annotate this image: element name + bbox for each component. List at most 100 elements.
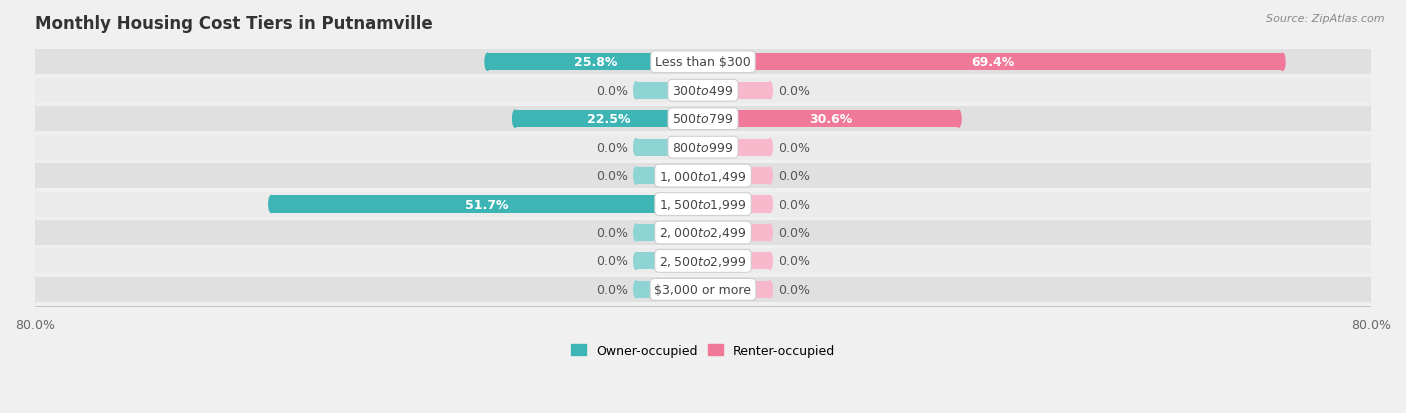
Bar [35,249,1371,274]
Text: 51.7%: 51.7% [465,198,509,211]
Circle shape [634,168,638,185]
Circle shape [768,83,772,100]
Bar [515,111,703,128]
Bar [35,135,1371,160]
Circle shape [768,168,772,185]
Circle shape [1367,164,1375,189]
Circle shape [700,224,706,242]
Bar [636,168,703,185]
Circle shape [31,249,39,274]
Text: 0.0%: 0.0% [778,198,810,211]
Circle shape [768,139,772,156]
Text: 0.0%: 0.0% [596,255,628,268]
Circle shape [1367,107,1375,132]
Bar [636,281,703,298]
Circle shape [31,107,39,132]
Circle shape [1367,249,1375,274]
Circle shape [1279,54,1285,71]
Circle shape [700,281,706,298]
Bar [35,78,1371,104]
Bar [35,107,1371,132]
Bar [703,281,770,298]
Bar [636,224,703,242]
Circle shape [700,196,706,213]
Circle shape [513,111,517,128]
Text: 0.0%: 0.0% [778,226,810,240]
Circle shape [768,281,772,298]
Bar [35,221,1371,245]
Circle shape [31,135,39,160]
Text: 0.0%: 0.0% [778,85,810,97]
Circle shape [634,83,638,100]
Bar [35,192,1371,217]
Text: 22.5%: 22.5% [588,113,631,126]
Bar [703,54,1282,71]
Circle shape [1367,78,1375,104]
Circle shape [1367,192,1375,217]
Bar [636,139,703,156]
Circle shape [700,83,706,100]
Circle shape [31,78,39,104]
Text: 0.0%: 0.0% [778,170,810,183]
Bar [271,196,703,213]
Circle shape [1367,221,1375,245]
Bar [703,111,959,128]
Circle shape [485,54,491,71]
Text: $2,500 to $2,999: $2,500 to $2,999 [659,254,747,268]
Legend: Owner-occupied, Renter-occupied: Owner-occupied, Renter-occupied [567,339,839,362]
Text: $1,000 to $1,499: $1,000 to $1,499 [659,169,747,183]
Bar [35,50,1371,75]
Text: $3,000 or more: $3,000 or more [655,283,751,296]
Circle shape [634,139,638,156]
Circle shape [31,221,39,245]
Text: Less than $300: Less than $300 [655,56,751,69]
Circle shape [700,196,706,213]
Text: Source: ZipAtlas.com: Source: ZipAtlas.com [1267,14,1385,24]
Text: 25.8%: 25.8% [574,56,617,69]
Text: $1,500 to $1,999: $1,500 to $1,999 [659,197,747,211]
Bar [488,54,703,71]
Text: 0.0%: 0.0% [596,141,628,154]
Circle shape [1367,50,1375,75]
Circle shape [700,111,706,128]
Bar [703,253,770,270]
Bar [703,224,770,242]
Text: $2,000 to $2,499: $2,000 to $2,499 [659,226,747,240]
Bar [703,168,770,185]
Circle shape [700,54,706,71]
Text: Monthly Housing Cost Tiers in Putnamville: Monthly Housing Cost Tiers in Putnamvill… [35,15,433,33]
Bar [35,277,1371,302]
Text: 30.6%: 30.6% [808,113,852,126]
Circle shape [700,111,706,128]
Circle shape [700,281,706,298]
Circle shape [768,253,772,270]
Circle shape [700,139,706,156]
Circle shape [700,253,706,270]
Text: $300 to $499: $300 to $499 [672,85,734,97]
Text: 69.4%: 69.4% [972,56,1014,69]
Circle shape [634,224,638,242]
Text: 0.0%: 0.0% [778,141,810,154]
Circle shape [700,168,706,185]
Bar [703,196,770,213]
Circle shape [956,111,962,128]
Bar [35,164,1371,189]
Circle shape [31,50,39,75]
Circle shape [31,192,39,217]
Bar [636,253,703,270]
Circle shape [700,224,706,242]
Circle shape [700,253,706,270]
Circle shape [1367,277,1375,302]
Text: 0.0%: 0.0% [778,255,810,268]
Bar [703,139,770,156]
Circle shape [269,196,274,213]
Text: 0.0%: 0.0% [596,283,628,296]
Circle shape [700,139,706,156]
Circle shape [31,164,39,189]
Circle shape [634,253,638,270]
Bar [636,83,703,100]
Text: 0.0%: 0.0% [596,226,628,240]
Text: 0.0%: 0.0% [596,170,628,183]
Text: 0.0%: 0.0% [596,85,628,97]
Circle shape [700,168,706,185]
